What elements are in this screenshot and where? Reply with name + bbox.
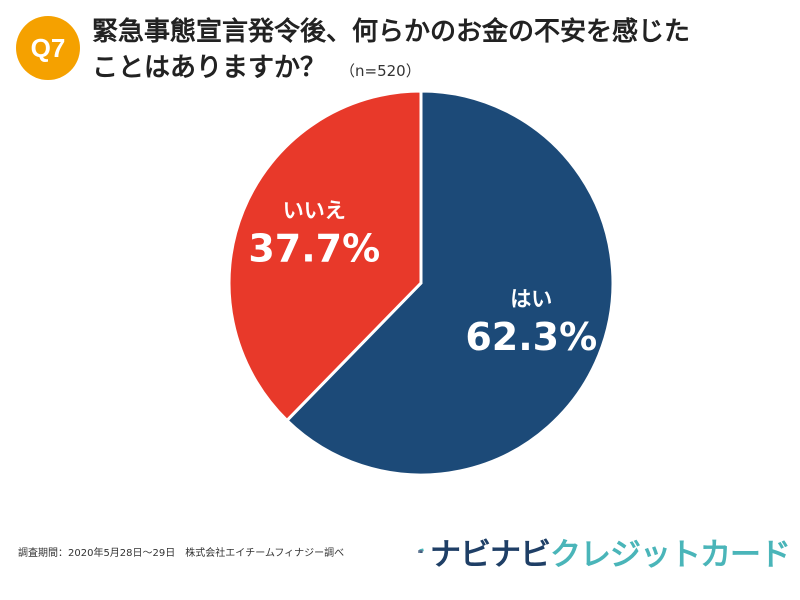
title-line-2: ことはありますか？ （n=520） [92,53,421,83]
slice-value-1: 62.3% [465,315,597,359]
brand-logo: ナビナビクレジットカード [418,525,791,577]
survey-footnote: 調査期間：2020年5月28日〜29日 株式会社エイチームフィナジー調べ [18,548,345,559]
pie-slice-1 [284,89,615,477]
slice-label-2: いいえ [283,199,346,223]
chart-title: 緊急事態宣言発令後、何らかのお金の不安を感じた ことはありますか？ （n=520） [92,14,782,89]
brand-name: ナビナビクレジットカード [430,529,791,574]
slice-value-2: 37.7% [248,227,380,271]
brand-name-part2: クレジットカード [550,536,791,573]
slice-label-1: はい [510,287,552,311]
pie-slice-2 [227,89,423,423]
credit-card-icon [418,548,424,553]
sample-size-note: （n=520） [340,62,421,80]
brand-name-part1: ナビナビ [430,536,551,573]
question-badge: Q7 [16,16,80,80]
title-line-1: 緊急事態宣言発令後、何らかのお金の不安を感じた [92,17,691,47]
